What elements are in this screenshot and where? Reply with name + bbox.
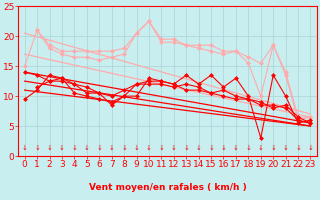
X-axis label: Vent moyen/en rafales ( km/h ): Vent moyen/en rafales ( km/h ): [89, 183, 246, 192]
